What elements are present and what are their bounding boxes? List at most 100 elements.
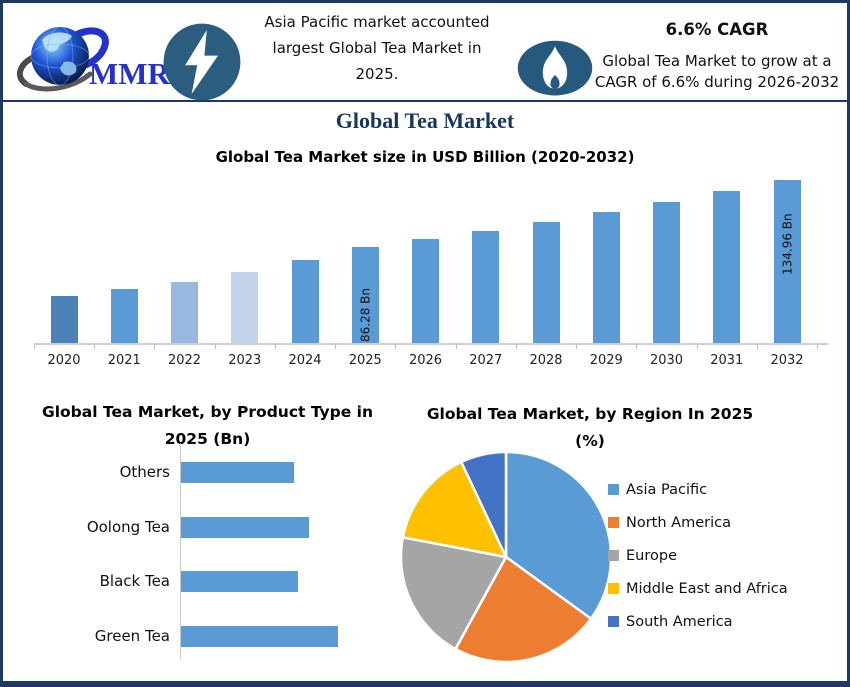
product-type-chart-title: Global Tea Market, by Product Type in 20…	[10, 399, 405, 453]
legend-swatch-europe	[608, 550, 619, 561]
cagr-title: 6.6% CAGR	[665, 20, 769, 39]
year-label-2023: 2023	[228, 353, 262, 368]
bar-2023	[231, 272, 259, 343]
bar-oolong-tea	[181, 517, 309, 538]
year-label-2025: 2025	[348, 353, 382, 368]
region-pie-chart-title-line2: (%)	[575, 432, 605, 450]
x-axis-tick	[94, 344, 96, 349]
x-axis-tick	[335, 344, 337, 349]
year-label-2022: 2022	[167, 353, 202, 368]
header-note-line1: Asia Pacific market accounted	[264, 13, 490, 31]
legend-label-south-america: South America	[626, 613, 733, 630]
x-axis-tick	[696, 344, 698, 349]
year-label-2024: 2024	[288, 353, 322, 368]
x-axis-tick	[576, 344, 578, 349]
pie-slice-north-america	[454, 555, 593, 664]
bar-2024	[291, 260, 319, 343]
year-label-2021: 2021	[107, 353, 141, 368]
category-label-oolong-tea: Oolong Tea	[86, 518, 170, 536]
flame-icon	[517, 40, 593, 96]
legend-item-asia-pacific: Asia Pacific	[608, 473, 788, 506]
legend-swatch-middle-east-and-africa	[608, 583, 619, 594]
cagr-block: 6.6% CAGR Global Tea Market to grow at a…	[588, 20, 846, 93]
header-note-line3: 2025.	[355, 65, 399, 83]
bar-2029	[592, 212, 620, 343]
x-axis-line	[34, 343, 828, 345]
bar-value-label-2032: 134.96 Bn	[780, 213, 794, 275]
legend-item-europe: Europe	[608, 539, 788, 572]
bar-value-label-2025: 86.28 Bn	[358, 287, 373, 342]
year-label-2026: 2026	[408, 353, 443, 368]
category-label-others: Others	[119, 463, 170, 481]
header-note-line2: largest Global Tea Market in	[272, 39, 482, 57]
bar-black-tea	[181, 571, 298, 592]
x-axis-tick	[274, 344, 276, 349]
pie-slice-south-america	[460, 450, 508, 559]
region-pie-legend: Asia Pacific North America Europe Middle Ea…	[608, 473, 788, 638]
bar-others	[181, 462, 294, 483]
year-label-2029: 2029	[589, 353, 623, 368]
bar-2031	[713, 191, 741, 343]
x-axis-tick	[515, 344, 517, 349]
bar-2026	[412, 239, 439, 343]
x-axis-tick	[756, 344, 758, 349]
bar-2032: 134.96 Bn	[773, 180, 801, 343]
region-pie-chart: Global Tea Market, by Region In 2025 (%)…	[399, 393, 845, 678]
legend-swatch-south-america	[608, 616, 619, 627]
cagr-line2: CAGR of 6.6% during 2026-2032	[594, 73, 840, 91]
lightning-bolt-icon	[163, 23, 241, 101]
bar-2027	[472, 231, 500, 343]
x-axis-tick	[395, 344, 397, 349]
header-note: Asia Pacific market accounted largest Gl…	[252, 9, 502, 87]
legend-label-asia-pacific: Asia Pacific	[626, 481, 708, 498]
bar-2030	[653, 202, 680, 343]
year-label-2027: 2027	[469, 353, 503, 368]
pie-slice-middle-east-and-africa	[401, 460, 508, 559]
logo-continent	[42, 32, 72, 52]
bar-2022	[171, 282, 198, 343]
x-axis-tick	[154, 344, 156, 349]
year-label-2031: 2031	[710, 353, 744, 368]
logo-swoosh-gray2	[23, 71, 93, 92]
x-axis-tick	[33, 344, 35, 349]
year-label-2032: 2032	[770, 353, 804, 368]
region-pie-chart-title-line1: Global Tea Market, by Region In 2025	[426, 405, 754, 423]
legend-swatch-north-america	[608, 517, 619, 528]
header: MMR Asia Pacific market accounted larges…	[3, 3, 847, 101]
product-type-chart: Global Tea Market, by Product Type in 20…	[10, 393, 405, 678]
page-title: Global Tea Market	[335, 108, 515, 133]
x-axis-tick	[636, 344, 638, 349]
pie-slice-asia-pacific	[504, 450, 613, 620]
legend-label-middle-east-and-africa: Middle East and Africa	[626, 580, 788, 597]
bar-2028	[532, 222, 560, 343]
x-axis-tick	[214, 344, 216, 349]
market-size-chart-plot: 2020 2021 2022 2023 2024 86.28 Bn 2025 2026 2027…	[3, 140, 847, 380]
x-axis-tick	[817, 344, 819, 349]
bar-2025: 86.28 Bn	[351, 247, 379, 343]
category-label-black-tea: Black Tea	[99, 572, 170, 590]
product-type-chart-title-line2: 2025 (Bn)	[164, 430, 251, 448]
mmr-logo: MMR	[16, 26, 171, 92]
year-label-2020: 2020	[47, 353, 81, 368]
product-type-chart-title-line1: Global Tea Market, by Product Type in	[41, 403, 374, 421]
year-label-2030: 2030	[649, 353, 684, 368]
market-size-chart: Global Tea Market size in USD Billion (2…	[3, 140, 847, 380]
cagr-line1: Global Tea Market to grow at a	[602, 52, 832, 70]
bar-2021	[110, 289, 138, 343]
region-pie-chart-title: Global Tea Market, by Region In 2025 (%)	[400, 401, 780, 455]
bar-2020	[50, 296, 78, 343]
logo-globe-gridline-2	[46, 26, 74, 86]
legend-label-north-america: North America	[626, 514, 731, 531]
legend-swatch-asia-pacific	[608, 484, 619, 495]
logo-text: MMR	[89, 56, 171, 91]
legend-item-middle-east-and-africa: Middle East and Africa	[608, 572, 788, 605]
legend-item-south-america: South America	[608, 605, 788, 638]
product-type-chart-plot: Others Oolong Tea Black Tea Green Tea	[10, 393, 405, 678]
x-axis-tick	[455, 344, 457, 349]
year-label-2028: 2028	[529, 353, 563, 368]
region-pie	[399, 450, 613, 664]
logo-swoosh-blue	[74, 27, 109, 70]
market-size-chart-title: Global Tea Market size in USD Billion (2…	[215, 148, 635, 166]
bar-green-tea	[181, 626, 338, 647]
